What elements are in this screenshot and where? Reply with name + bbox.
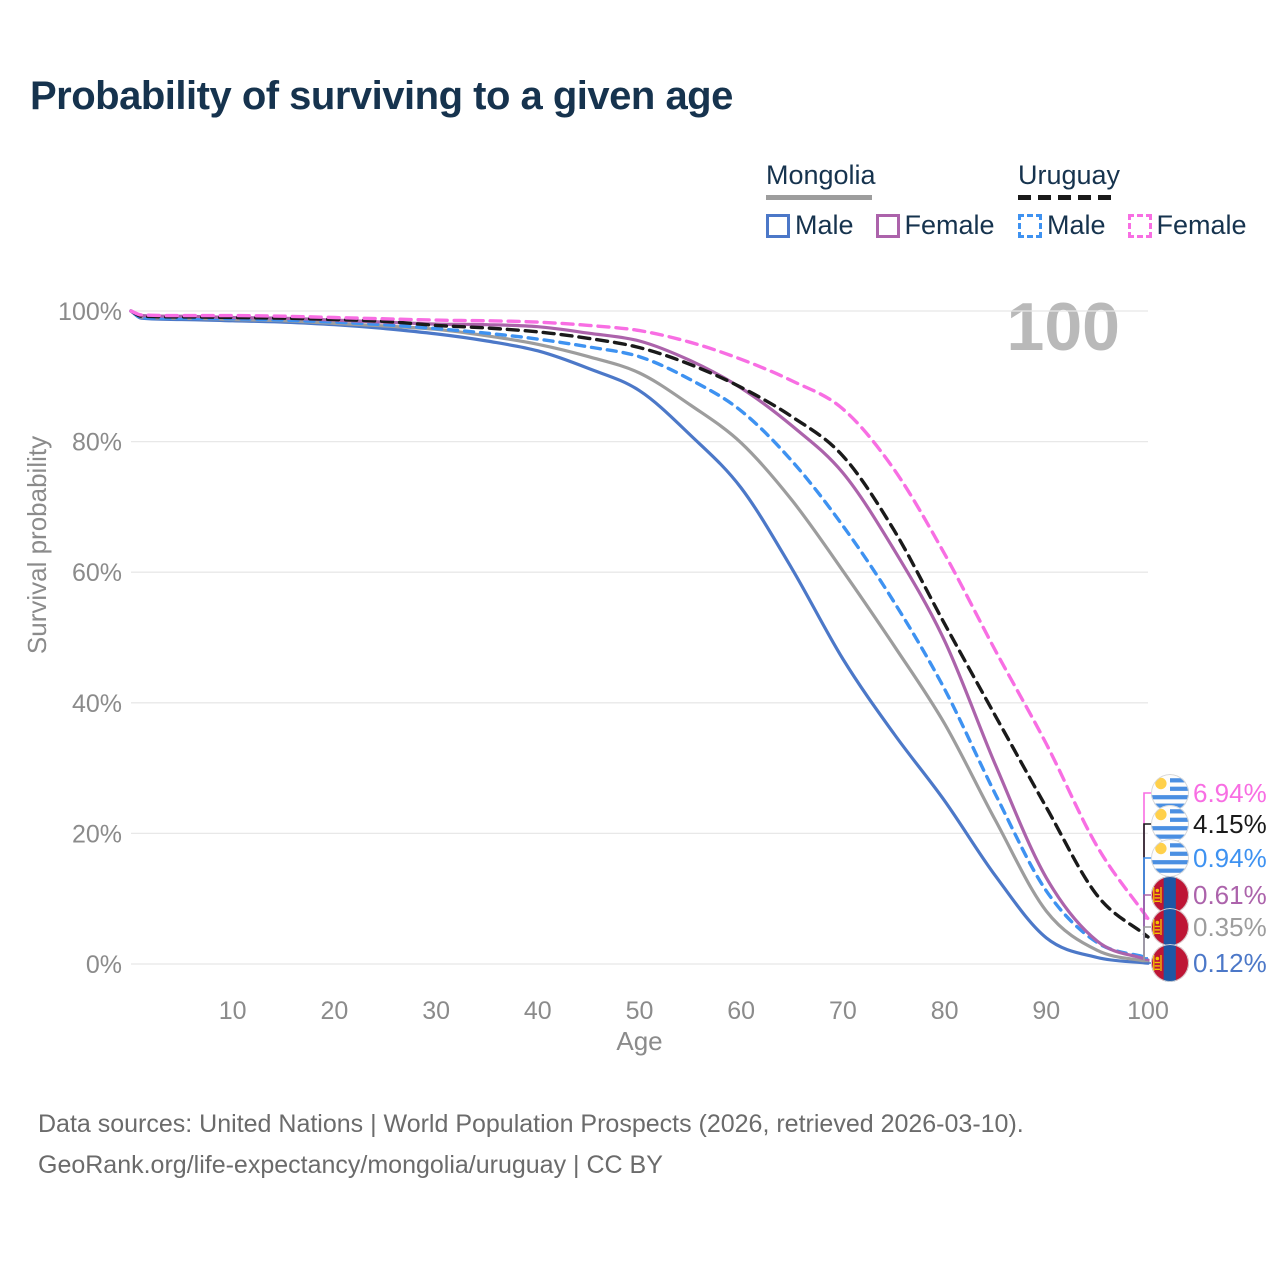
legend-items-mongolia: Male Female: [766, 210, 1017, 241]
legend-swatch-uruguay-female[interactable]: [1127, 213, 1152, 238]
end-annotation-mongolia-female[interactable]: 0.61%: [1143, 876, 1267, 961]
x-tick-90: 90: [1032, 997, 1060, 1025]
curve-uruguay-male[interactable]: [129, 309, 1150, 960]
legend-group-mongolia[interactable]: Mongolia Male Female: [766, 160, 1017, 241]
legend-header-uruguay[interactable]: Uruguay: [1018, 160, 1121, 190]
annotation-connector-uruguay-male: [1143, 857, 1151, 959]
x-tick-10: 10: [219, 997, 247, 1025]
y-tick-100%: 100%: [58, 298, 122, 326]
end-value-mongolia-female: 0.61%: [1193, 880, 1267, 910]
flag-uruguay-icon: [1151, 839, 1189, 877]
hovered-age-watermark: 100: [1006, 289, 1120, 365]
end-annotation-uruguay-male[interactable]: 0.94%: [1143, 839, 1267, 959]
curve-uruguay-both[interactable]: [129, 309, 1150, 939]
flag-mongolia-icon: [1151, 944, 1189, 982]
footer-attribution: GeoRank.org/life-expectancy/mongolia/uru…: [38, 1151, 663, 1179]
end-value-uruguay-female: 6.94%: [1193, 778, 1267, 808]
page-title: Probability of surviving to a given age: [30, 74, 733, 118]
legend-label-uruguay-female[interactable]: Female: [1156, 210, 1247, 240]
legend-items-uruguay: Male Female: [1018, 210, 1269, 241]
curve-uruguay-female[interactable]: [129, 309, 1150, 921]
legend-line-sample-mongolia: [766, 195, 872, 200]
y-axis-label: Survival probability: [22, 436, 52, 654]
end-annotation-mongolia-both[interactable]: 0.35%: [1143, 908, 1267, 963]
end-value-mongolia-both: 0.35%: [1193, 912, 1267, 942]
x-tick-100: 100: [1127, 997, 1169, 1025]
curve-mongolia-female[interactable]: [129, 309, 1150, 962]
flag-mongolia-icon: [1151, 876, 1189, 914]
curve-mongolia-male[interactable]: [129, 309, 1150, 965]
x-axis-label: Age: [616, 1026, 662, 1056]
legend-line-sample-uruguay: [1018, 195, 1118, 200]
x-tick-60: 60: [727, 997, 755, 1025]
flag-mongolia-icon: [1151, 908, 1189, 946]
flag-uruguay-icon: [1151, 805, 1189, 843]
y-tick-40%: 40%: [72, 690, 122, 718]
legend-header-mongolia[interactable]: Mongolia: [766, 160, 876, 190]
annotation-connector-mongolia-both: [1143, 926, 1151, 963]
end-value-mongolia-male: 0.12%: [1193, 948, 1267, 978]
x-tick-50: 50: [626, 997, 654, 1025]
x-tick-70: 70: [829, 997, 857, 1025]
legend-swatch-mongolia-female[interactable]: [875, 213, 900, 238]
y-tick-80%: 80%: [72, 429, 122, 457]
legend-swatch-uruguay-male[interactable]: [1018, 213, 1042, 238]
y-tick-20%: 20%: [72, 820, 122, 848]
y-tick-0%: 0%: [86, 951, 122, 979]
legend-label-uruguay-male[interactable]: Male: [1047, 210, 1106, 240]
legend-label-mongolia-male[interactable]: Male: [795, 210, 854, 240]
footer-data-sources: Data sources: United Nations | World Pop…: [38, 1110, 1024, 1138]
x-tick-80: 80: [931, 997, 959, 1025]
curve-mongolia-both[interactable]: [129, 309, 1150, 964]
legend-swatch-mongolia-male[interactable]: [766, 213, 790, 238]
legend-label-mongolia-female[interactable]: Female: [904, 210, 995, 240]
footer: Data sources: United Nations | World Pop…: [38, 1104, 1024, 1186]
x-tick-40: 40: [524, 997, 552, 1025]
x-tick-30: 30: [422, 997, 450, 1025]
end-annotation-mongolia-male[interactable]: 0.12%: [1143, 944, 1267, 982]
end-annotation-uruguay-both[interactable]: 4.15%: [1143, 805, 1267, 938]
end-value-uruguay-male: 0.94%: [1193, 843, 1267, 873]
y-tick-60%: 60%: [72, 559, 122, 587]
x-tick-20: 20: [320, 997, 348, 1025]
annotation-connector-uruguay-female: [1143, 792, 1151, 920]
legend-group-uruguay[interactable]: Uruguay Male Female: [1018, 160, 1269, 241]
end-value-uruguay-both: 4.15%: [1193, 809, 1267, 839]
